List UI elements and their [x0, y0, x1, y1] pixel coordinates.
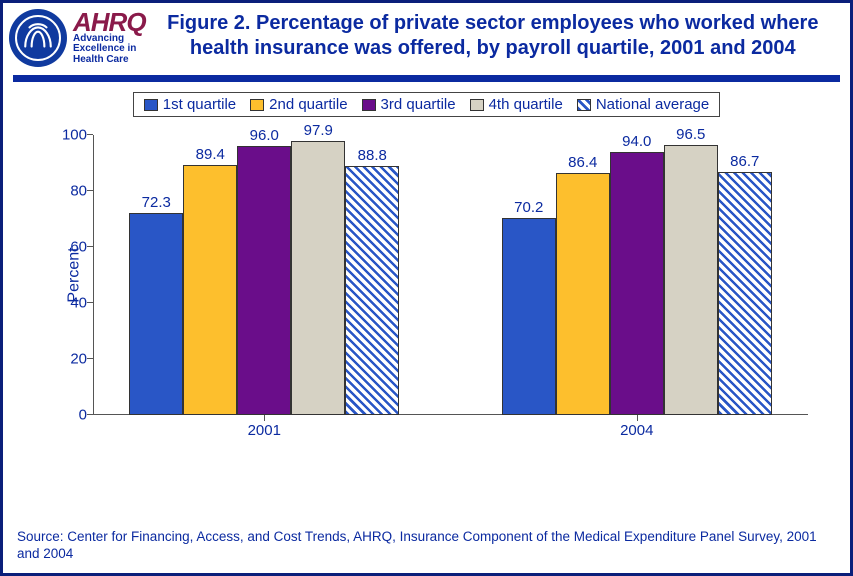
legend-item: 4th quartile — [470, 96, 563, 113]
bar-group: 70.286.494.096.586.72004 — [466, 135, 809, 415]
legend-item: 2nd quartile — [250, 96, 347, 113]
x-category-label: 2004 — [620, 422, 653, 439]
legend-label: 1st quartile — [163, 96, 236, 113]
hhs-seal-icon — [9, 9, 67, 67]
legend-swatch-icon — [362, 99, 376, 111]
legend-label: 3rd quartile — [381, 96, 456, 113]
bar: 72.3 — [129, 213, 183, 415]
legend-swatch-icon — [144, 99, 158, 111]
figure-container: AHRQ Advancing Excellence in Health Care… — [0, 0, 853, 576]
legend-label: 4th quartile — [489, 96, 563, 113]
legend-item: 1st quartile — [144, 96, 236, 113]
bar-value-label: 70.2 — [514, 199, 543, 216]
y-tick-label: 100 — [62, 127, 87, 144]
legend: 1st quartile 2nd quartile 3rd quartile 4th … — [133, 92, 720, 117]
y-tick-label: 20 — [70, 351, 87, 368]
bar: 97.9 — [291, 141, 345, 415]
bar-value-label: 86.7 — [730, 153, 759, 170]
bar: 96.5 — [664, 145, 718, 415]
y-tick-label: 80 — [70, 183, 87, 200]
header: AHRQ Advancing Excellence in Health Care… — [3, 3, 850, 71]
x-tick-mark — [637, 415, 638, 421]
bar-value-label: 94.0 — [622, 133, 651, 150]
bar: 94.0 — [610, 152, 664, 415]
legend-item: National average — [577, 96, 709, 113]
bar: 89.4 — [183, 165, 237, 415]
plot-area: Percent 020406080100 72.389.496.097.988.… — [93, 135, 808, 415]
bar-value-label: 88.8 — [358, 147, 387, 164]
bar-value-label: 72.3 — [142, 194, 171, 211]
figure-title: Figure 2. Percentage of private sector e… — [146, 9, 840, 61]
source-note: Source: Center for Financing, Access, an… — [17, 528, 836, 563]
y-tick-label: 60 — [70, 239, 87, 256]
ahrq-tagline-3: Health Care — [73, 55, 146, 66]
ahrq-wordmark: AHRQ — [73, 11, 146, 34]
y-tick-label: 0 — [79, 407, 87, 424]
bar-groups: 72.389.496.097.988.8200170.286.494.096.5… — [93, 135, 808, 415]
legend-label: National average — [596, 96, 709, 113]
x-tick-mark — [264, 415, 265, 421]
legend-label: 2nd quartile — [269, 96, 347, 113]
bar-value-label: 89.4 — [196, 146, 225, 163]
bar-value-label: 96.5 — [676, 126, 705, 143]
bar-group: 72.389.496.097.988.82001 — [93, 135, 436, 415]
bar: 88.8 — [345, 166, 399, 415]
bar-value-label: 86.4 — [568, 154, 597, 171]
chart: 1st quartile 2nd quartile 3rd quartile 4th … — [33, 92, 820, 472]
bar: 86.7 — [718, 172, 772, 415]
x-category-label: 2001 — [248, 422, 281, 439]
y-tick-label: 40 — [70, 295, 87, 312]
bar-value-label: 96.0 — [250, 127, 279, 144]
bar-value-label: 97.9 — [304, 122, 333, 139]
bar: 86.4 — [556, 173, 610, 415]
legend-item: 3rd quartile — [362, 96, 456, 113]
ahrq-logo: AHRQ Advancing Excellence in Health Care — [73, 11, 146, 66]
legend-swatch-icon — [470, 99, 484, 111]
header-divider — [13, 75, 840, 82]
legend-swatch-icon — [577, 99, 591, 111]
legend-swatch-icon — [250, 99, 264, 111]
bar: 96.0 — [237, 146, 291, 415]
bar: 70.2 — [502, 218, 556, 415]
logo-block: AHRQ Advancing Excellence in Health Care — [9, 9, 146, 67]
